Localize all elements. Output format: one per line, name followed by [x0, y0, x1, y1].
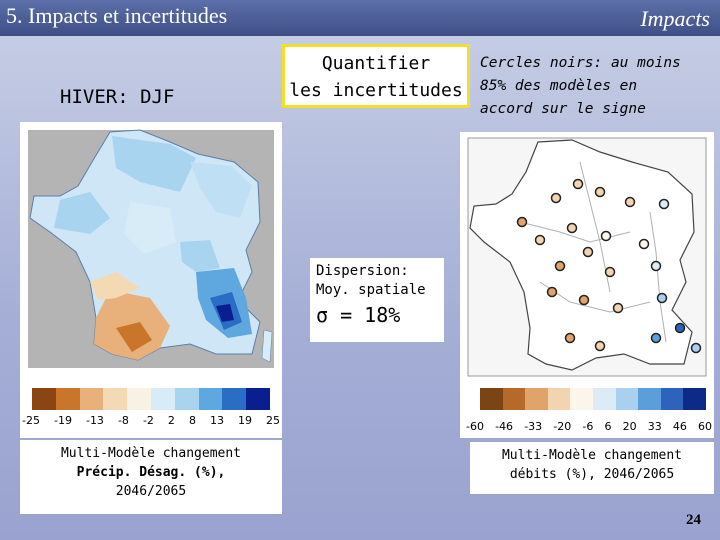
note-line-2: 85% des modèles en: [480, 78, 638, 94]
discharge-legend-swatch: [638, 388, 661, 410]
precip-color-legend: [32, 388, 270, 410]
quantify-uncertainties-box: Quantifier les incertitudes: [282, 44, 470, 108]
precip-legend-swatch: [127, 388, 151, 410]
page-number: 24: [686, 512, 701, 528]
discharge-legend-swatch: [592, 388, 616, 410]
discharge-legend-swatch: [570, 388, 593, 410]
dispersion-box: Dispersion: Moy. spatiale σ = 18%: [310, 258, 444, 342]
discharge-legend-swatch: [615, 388, 639, 410]
discharge-legend-swatch: [525, 388, 548, 410]
france-outline: [469, 139, 695, 371]
precip-legend-swatch: [246, 388, 270, 410]
season-label: HIVER: DJF: [60, 86, 175, 108]
discharge-legend-tick: -60: [466, 420, 484, 433]
discharge-legend-tick: 46: [672, 420, 687, 433]
quantify-line-2: les incertitudes: [289, 80, 463, 101]
discharge-legend-swatch: [683, 388, 706, 410]
precip-legend-tick: -25: [22, 414, 40, 427]
discharge-color-legend: [480, 388, 706, 410]
discharge-legend-tick: -46: [495, 420, 514, 433]
precip-legend-tick: -19: [53, 414, 72, 427]
precip-legend-tick: -2: [142, 414, 154, 427]
discharge-legend-swatch: [660, 388, 684, 410]
quantify-line-1: Quantifier: [321, 53, 431, 74]
precip-legend-ticks: -25 -19 -13 -8 -2 2 8 13 19 25: [22, 414, 280, 427]
discharge-legend-tick: 60: [697, 420, 712, 433]
station-markers: [516, 178, 702, 354]
precip-legend-swatch: [198, 388, 223, 410]
discharge-legend-swatch: [502, 388, 526, 410]
precip-legend-tick: 25: [265, 414, 280, 427]
dispersion-line-2: Moy. spatiale: [316, 282, 426, 298]
precip-legend-tick: -13: [85, 414, 104, 427]
precip-legend-tick: 2: [167, 414, 175, 427]
discharge-legend-tick: 20: [622, 420, 637, 433]
precip-legend-tick: 8: [188, 414, 196, 427]
discharge-legend-tick: 33: [647, 420, 662, 433]
dispersion-sigma: σ = 18%: [316, 303, 401, 327]
discharge-caption-line-2: débits (%), 2046/2065: [509, 467, 675, 482]
precip-map-panel: -25 -19 -13 -8 -2 2 8 13 19 25: [20, 122, 282, 438]
precip-legend-swatch: [174, 388, 199, 410]
discharge-legend-tick: -33: [524, 420, 543, 433]
title-bar: [0, 0, 720, 36]
discharge-map-panel: -60 -46 -33 -20 -6 6 20 33 46 60: [460, 132, 714, 438]
precip-caption-line-3: 2046/2065: [115, 484, 187, 499]
precip-legend-tick: 19: [237, 414, 252, 427]
precip-legend-swatch: [103, 388, 128, 410]
note-line-3: accord sur le signe: [480, 101, 646, 117]
discharge-legend-ticks: -60 -46 -33 -20 -6 6 20 33 46 60: [466, 420, 712, 433]
note-line-1: Cercles noirs: au moins: [480, 55, 681, 71]
precip-legend-swatch: [222, 388, 247, 410]
precip-legend-swatch: [79, 388, 104, 410]
precip-caption-line-2: Précip. Désag. (%),: [76, 465, 226, 480]
slide-title: 5. Impacts et incertitudes: [6, 3, 228, 28]
discharge-legend-swatch: [480, 388, 503, 410]
dispersion-line-1: Dispersion:: [316, 263, 409, 279]
agreement-note: Cercles noirs: au moins 85% des modèles …: [480, 52, 716, 121]
precip-legend-tick: -8: [117, 414, 129, 427]
precip-change-map: [20, 122, 282, 372]
precip-caption: Multi-Modèle changement Précip. Désag. (…: [20, 440, 282, 514]
precip-legend-swatch: [150, 388, 175, 410]
discharge-caption-line-1: Multi-Modèle changement: [501, 448, 682, 463]
discharge-legend-tick: 6: [604, 420, 612, 433]
discharge-change-map: [467, 137, 707, 377]
discharge-legend-tick: -20: [553, 420, 572, 433]
precip-legend-swatch: [55, 388, 80, 410]
section-label: Impacts: [640, 6, 710, 31]
discharge-legend-swatch: [547, 388, 571, 410]
precip-caption-line-1: Multi-Modèle changement: [60, 446, 241, 461]
precip-legend-tick: 13: [209, 414, 224, 427]
precip-legend-swatch: [32, 388, 56, 410]
discharge-legend-tick: -6: [582, 420, 594, 433]
discharge-caption: Multi-Modèle changement débits (%), 2046…: [470, 442, 714, 494]
